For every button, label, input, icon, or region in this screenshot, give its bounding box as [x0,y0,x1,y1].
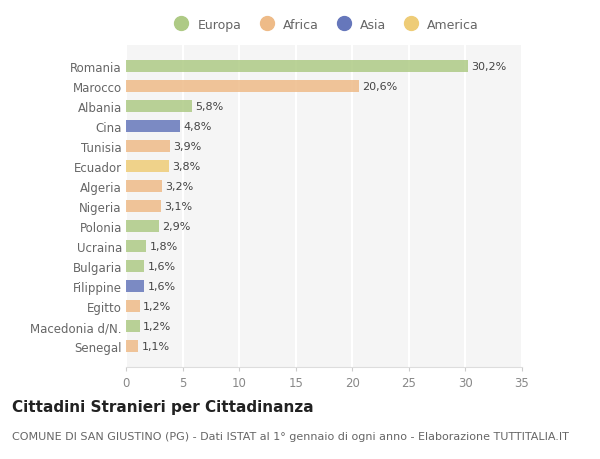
Text: 4,8%: 4,8% [184,122,212,132]
Bar [126,201,161,213]
Text: 1,6%: 1,6% [148,262,176,272]
Bar [126,320,140,333]
Bar [126,221,159,233]
Text: 3,9%: 3,9% [173,141,202,151]
Text: 1,2%: 1,2% [143,302,171,312]
Bar [126,121,181,133]
Bar [126,180,162,192]
Bar [126,140,170,152]
Text: 1,6%: 1,6% [148,281,176,291]
Bar [126,301,140,313]
Text: COMUNE DI SAN GIUSTINO (PG) - Dati ISTAT al 1° gennaio di ogni anno - Elaborazio: COMUNE DI SAN GIUSTINO (PG) - Dati ISTAT… [12,431,569,442]
Bar [126,161,169,173]
Legend: Europa, Africa, Asia, America: Europa, Africa, Asia, America [164,14,484,37]
Bar [126,61,467,73]
Bar [126,80,359,93]
Text: 3,2%: 3,2% [166,182,194,191]
Text: 5,8%: 5,8% [195,101,223,112]
Bar [126,241,146,252]
Bar [126,261,144,273]
Bar [126,341,139,353]
Text: 1,2%: 1,2% [143,322,171,331]
Text: 3,8%: 3,8% [172,162,200,172]
Bar [126,280,144,292]
Bar [126,101,191,112]
Text: 2,9%: 2,9% [162,222,191,231]
Text: 20,6%: 20,6% [362,82,398,91]
Text: 30,2%: 30,2% [471,62,506,72]
Text: 1,8%: 1,8% [150,241,178,252]
Text: 1,1%: 1,1% [142,341,170,352]
Text: Cittadini Stranieri per Cittadinanza: Cittadini Stranieri per Cittadinanza [12,399,314,414]
Text: 3,1%: 3,1% [164,202,193,212]
